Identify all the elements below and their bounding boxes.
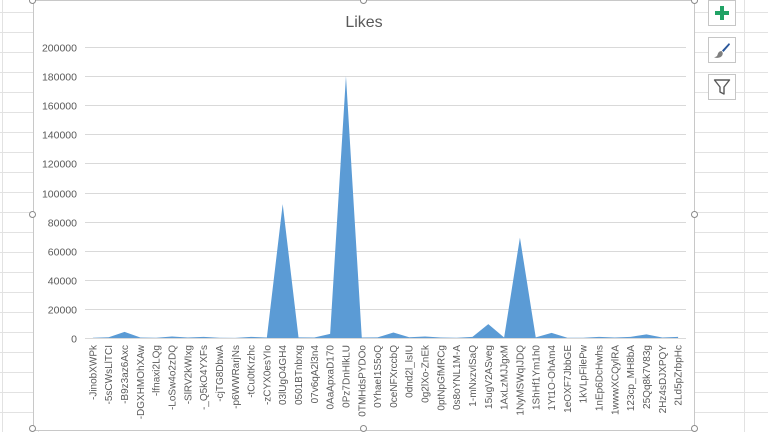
x-tick-label: 1wwwXCQylRA xyxy=(610,345,621,415)
plus-icon xyxy=(715,6,729,20)
x-tick-label: -SlRV2kWIxg xyxy=(183,345,194,404)
x-tick-label: 03lUgO4GH4 xyxy=(278,345,289,405)
resize-handle-bottom-center[interactable] xyxy=(360,425,367,432)
funnel-icon xyxy=(713,79,731,95)
resize-handle-middle-right[interactable] xyxy=(691,211,698,218)
x-tick-label: -LoSw4o2zDQ xyxy=(167,345,178,410)
x-tick-label: 1Yt1O-OhAm4 xyxy=(547,345,558,411)
resize-handle-top-center[interactable] xyxy=(360,0,367,4)
x-tick-label: 2Hz4sDJXPQY xyxy=(658,345,669,414)
x-tick-label: -lfnaxi2LQg xyxy=(152,345,163,396)
resize-handle-bottom-right[interactable] xyxy=(691,425,698,432)
y-tick-label: 40000 xyxy=(48,276,77,288)
x-tick-label: 0501BTnbrxg xyxy=(294,345,305,405)
resize-handle-top-right[interactable] xyxy=(691,0,698,4)
x-tick-label: 07v6qA2l3n4 xyxy=(310,345,321,404)
x-tick-label: 0Pz7DnHlkLU xyxy=(341,345,352,408)
x-tick-label: -DGXHMOhXAw xyxy=(136,344,147,419)
y-tick-label: 0 xyxy=(71,334,77,346)
x-tick-label: 1eOXF7JbbGE xyxy=(563,345,574,413)
y-tick-label: 140000 xyxy=(42,130,77,142)
x-tick-label: 1kVLpFilePw xyxy=(579,344,590,403)
y-tick-label: 80000 xyxy=(48,218,77,230)
x-tick-label: 2Ld5pZrbpHc xyxy=(674,345,685,406)
series-area-path[interactable] xyxy=(92,76,679,338)
chart-styles-button[interactable] xyxy=(708,37,736,63)
x-tick-label: 0ceNFXrccbQ xyxy=(389,345,400,408)
gridlines xyxy=(85,47,686,339)
paintbrush-icon xyxy=(714,43,730,58)
y-tick-label: 200000 xyxy=(42,43,77,55)
y-axis-tick-labels: 0 20000 40000 60000 80000 100000 120000 140000 1… xyxy=(42,43,77,346)
x-tick-label: 15ugV2ASveg xyxy=(484,345,495,409)
y-tick-label: 20000 xyxy=(48,305,77,317)
chart-filters-button[interactable] xyxy=(708,74,736,100)
x-tick-label: 123cp_MH8bA xyxy=(626,345,637,411)
series-area[interactable] xyxy=(92,76,679,338)
x-tick-label: 0ptNpGfMRCg xyxy=(436,345,447,411)
x-tick-label: -p6WWRarjNs xyxy=(231,345,242,409)
resize-handle-bottom-left[interactable] xyxy=(29,425,36,432)
x-tick-label: -tCu0tKrzhc xyxy=(247,345,258,398)
x-tick-label: -JinobXWPk xyxy=(88,344,99,400)
x-tick-label: 1AxLzMJJgxM xyxy=(500,345,511,410)
x-tick-label: -zCYX0esYIo xyxy=(262,345,273,405)
y-tick-label: 60000 xyxy=(48,247,77,259)
x-tick-label: -B9z3az6Axc xyxy=(120,345,131,404)
x-tick-label: 0AaApxaD170 xyxy=(326,345,337,410)
chart-area[interactable]: Likes 0 20000 40000 60000 80000 100000 120000 1… xyxy=(33,0,695,431)
x-tick-label: 0s8oYNL1M-A xyxy=(452,345,463,410)
x-axis-tick-labels: -JinobXWPk -5sCWsLlTCI -B9z3az6Axc -DGXHMOh… xyxy=(88,344,684,419)
x-tick-label: -5sCWsLlTCI xyxy=(104,345,115,404)
chart-plot: Likes 0 20000 40000 60000 80000 100000 120000 1… xyxy=(42,14,686,419)
x-tick-label: 0g2lXo-ZnEk xyxy=(421,344,432,403)
chart-title[interactable]: Likes xyxy=(345,14,382,31)
x-tick-label: 0TMHdsPYDOo xyxy=(357,345,368,417)
x-tick-label: 1ShHf1Ym1h0 xyxy=(531,345,542,410)
x-tick-label: 0YhaeI1S5oQ xyxy=(373,345,384,408)
x-tick-label: 0dnd2l_lsIU xyxy=(405,345,416,398)
chart-elements-button[interactable] xyxy=(708,0,736,26)
x-tick-label: 25Qq8k7V83g xyxy=(642,345,653,409)
y-tick-label: 160000 xyxy=(42,101,77,113)
resize-handle-top-left[interactable] xyxy=(29,0,36,4)
x-tick-label: -cjTG8DbwA xyxy=(215,345,226,402)
y-tick-label: 180000 xyxy=(42,72,77,84)
x-tick-label: -_Q5kO4YXFs xyxy=(199,345,210,410)
x-tick-label: 1nEp6DcHwhs xyxy=(595,345,606,411)
y-tick-label: 100000 xyxy=(42,189,77,201)
resize-handle-middle-left[interactable] xyxy=(29,211,36,218)
y-tick-label: 120000 xyxy=(42,159,77,171)
x-tick-label: 1-mNxzvlSaQ xyxy=(468,345,479,407)
x-tick-label: 1NyMSWqIJDQ xyxy=(515,345,526,416)
